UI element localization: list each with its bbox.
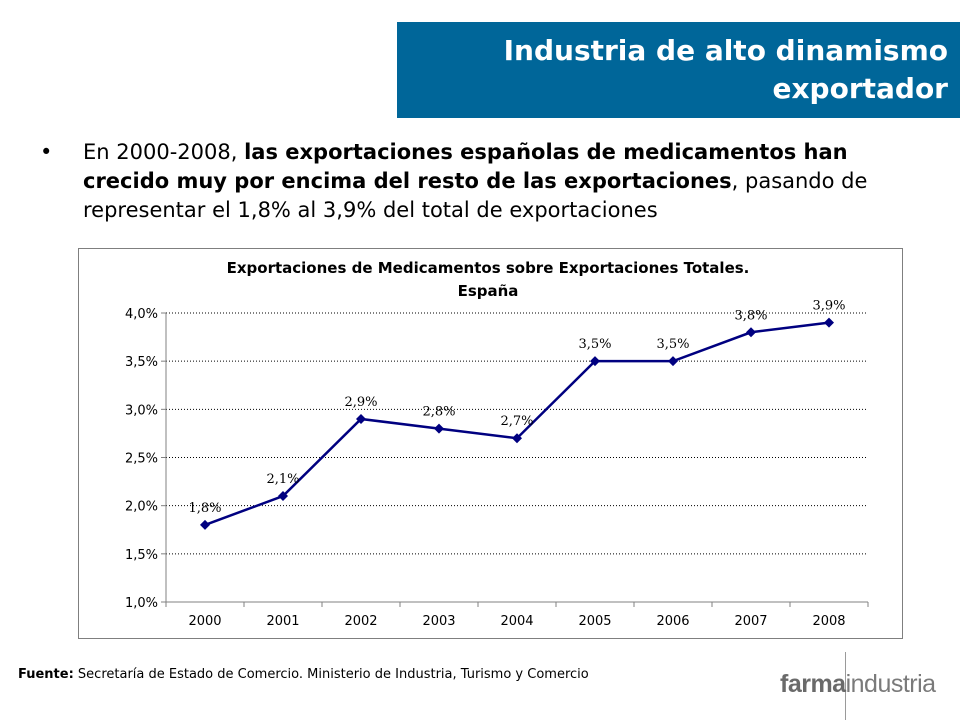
data-point bbox=[668, 356, 678, 367]
y-tick-label: 3,0% bbox=[125, 403, 158, 418]
logo-regular-part: industria bbox=[845, 670, 937, 698]
data-point bbox=[278, 491, 288, 502]
y-axis-ticks: 1,0% 1,5% 2,0% 2,5% 3,0% 3,5% 4,0% bbox=[125, 307, 166, 611]
line-chart: Exportaciones de Medicamentos sobre Expo… bbox=[125, 259, 869, 629]
data-point bbox=[824, 317, 834, 328]
x-axis-ticks: 2000 2001 2002 2003 2004 2005 2006 2007 2008 bbox=[165, 602, 869, 629]
chart-frame: Exportaciones de Medicamentos sobre Expo… bbox=[78, 248, 903, 639]
x-tick-label: 2006 bbox=[656, 614, 689, 629]
x-tick-label: 2007 bbox=[734, 614, 767, 629]
chart-title-line1: Exportaciones de Medicamentos sobre Expo… bbox=[227, 259, 750, 277]
grid-lines bbox=[166, 312, 868, 555]
data-label: 2,8% bbox=[422, 405, 455, 420]
source-label: Fuente: bbox=[18, 667, 74, 682]
data-point bbox=[590, 356, 600, 367]
data-label: 3,9% bbox=[812, 299, 845, 314]
bullet-text-intro: En 2000-2008, bbox=[83, 140, 245, 164]
y-tick-label: 1,0% bbox=[125, 596, 158, 611]
data-point bbox=[746, 327, 756, 338]
x-tick-label: 2003 bbox=[422, 614, 455, 629]
source-text: Secretaría de Estado de Comercio. Minist… bbox=[73, 667, 589, 682]
y-tick-label: 1,5% bbox=[125, 548, 158, 563]
series bbox=[200, 317, 834, 530]
y-tick-label: 3,5% bbox=[125, 355, 158, 370]
y-tick-label: 2,0% bbox=[125, 500, 158, 515]
data-point bbox=[200, 519, 210, 530]
bullet-icon: • bbox=[40, 140, 53, 164]
logo-bold-part: farma bbox=[780, 670, 846, 698]
data-label: 3,5% bbox=[578, 337, 611, 352]
data-label: 2,1% bbox=[266, 472, 299, 487]
x-tick-label: 2004 bbox=[500, 614, 533, 629]
slide-title-line1: Industria de alto dinamismo bbox=[503, 34, 948, 67]
data-point bbox=[512, 433, 522, 444]
slide-title-line2: exportador bbox=[772, 72, 948, 105]
data-labels: 1,8% 2,1% 2,9% 2,8% 2,7% 3,5% 3,5% 3,8% 3,9% bbox=[188, 299, 845, 516]
logo-divider bbox=[845, 652, 846, 720]
data-label: 3,5% bbox=[656, 337, 689, 352]
x-tick-label: 2000 bbox=[188, 614, 221, 629]
chart-title-line2: España bbox=[458, 282, 519, 300]
x-tick-label: 2005 bbox=[578, 614, 611, 629]
data-label: 2,9% bbox=[344, 395, 377, 410]
slide-title: Industria de alto dinamismo exportador bbox=[397, 22, 960, 118]
data-label: 2,7% bbox=[500, 414, 533, 429]
bullet-text-bold: las exportaciones españolas de medicamen… bbox=[83, 140, 848, 193]
x-tick-label: 2008 bbox=[812, 614, 845, 629]
source-note: Fuente: Secretaría de Estado de Comercio… bbox=[18, 666, 589, 684]
x-tick-label: 2002 bbox=[344, 614, 377, 629]
x-tick-label: 2001 bbox=[266, 614, 299, 629]
data-point bbox=[434, 423, 444, 434]
bullet-text-end: , pasando de representar el 1,8% al 3,9%… bbox=[83, 169, 868, 222]
bullet-text: En 2000-2008, las exportaciones española… bbox=[83, 138, 903, 225]
data-label: 3,8% bbox=[734, 308, 767, 323]
farmaindustria-logo: farmaindustria bbox=[780, 670, 936, 699]
y-tick-label: 2,5% bbox=[125, 452, 158, 467]
data-label: 1,8% bbox=[188, 501, 221, 516]
data-point bbox=[356, 413, 366, 424]
y-tick-label: 4,0% bbox=[125, 307, 158, 322]
